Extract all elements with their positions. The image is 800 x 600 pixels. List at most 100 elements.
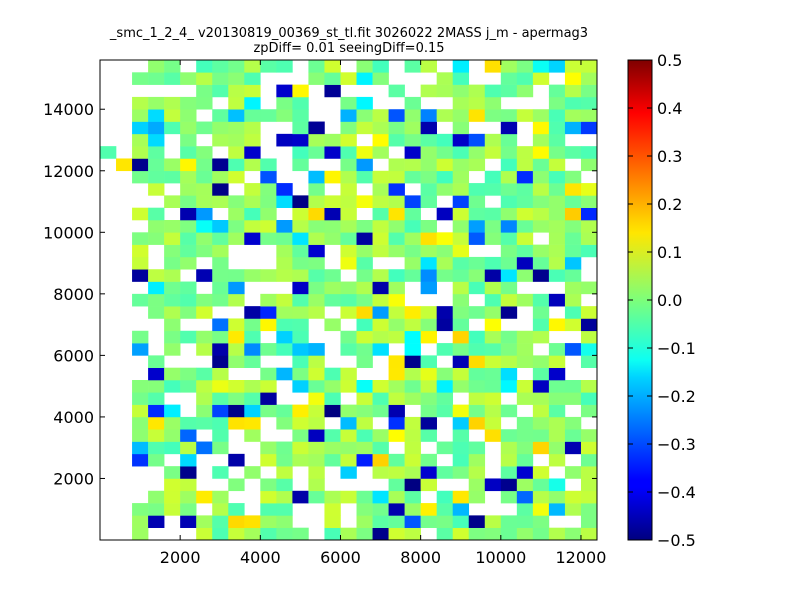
heatmap-cell <box>244 133 261 147</box>
heatmap-cell <box>212 429 229 442</box>
heatmap-cell <box>340 404 357 418</box>
heatmap-cell <box>580 490 598 504</box>
heatmap-cell <box>420 232 437 245</box>
heatmap-cell <box>212 133 229 147</box>
heatmap-cell <box>356 293 373 307</box>
heatmap-cell <box>196 84 213 98</box>
heatmap-cell <box>564 72 582 85</box>
heatmap-cell <box>404 343 421 356</box>
heatmap-cell <box>228 232 245 245</box>
heatmap-cell <box>436 466 454 479</box>
heatmap-cell <box>308 244 325 258</box>
heatmap-cell <box>196 441 213 455</box>
heatmap-cell <box>196 183 213 196</box>
heatmap-cell <box>132 158 149 172</box>
heatmap-cell <box>468 158 486 172</box>
heatmap-cell <box>196 146 213 159</box>
heatmap-cell <box>148 133 165 147</box>
heatmap-cell <box>212 343 229 356</box>
heatmap-cell <box>212 72 229 85</box>
heatmap-cell <box>308 60 325 73</box>
heatmap-cell <box>276 60 293 73</box>
heatmap-cell <box>436 380 454 393</box>
heatmap-cell <box>420 515 437 528</box>
heatmap-cell <box>260 195 277 208</box>
heatmap-cell <box>276 256 293 270</box>
heatmap-cell <box>292 109 309 122</box>
heatmap-cell <box>228 207 245 221</box>
heatmap-cell <box>276 503 293 516</box>
heatmap-cell <box>420 158 437 172</box>
heatmap-cell <box>244 232 261 245</box>
heatmap-cell <box>372 343 389 356</box>
heatmap-cell <box>292 244 309 258</box>
heatmap-cell <box>148 207 165 221</box>
heatmap-cell <box>548 158 566 172</box>
heatmap-cell <box>452 355 470 368</box>
heatmap-cell <box>228 527 245 541</box>
heatmap-cell <box>404 195 421 208</box>
heatmap-cell <box>196 170 213 184</box>
heatmap-cell <box>324 195 341 208</box>
heatmap-cell <box>356 72 373 85</box>
heatmap-cell <box>548 490 566 504</box>
heatmap-cell <box>212 367 229 381</box>
heatmap-cell <box>196 380 213 393</box>
heatmap-cell <box>324 490 341 504</box>
heatmap-cell <box>356 490 373 504</box>
heatmap-cell <box>404 146 421 159</box>
heatmap-cell <box>244 416 261 430</box>
heatmap-cell <box>292 380 309 393</box>
heatmap-cell <box>372 195 389 208</box>
heatmap-cell <box>532 318 550 332</box>
heatmap-cell <box>324 503 341 516</box>
heatmap-cell <box>308 256 325 270</box>
colorbar-tick-label: 0.5 <box>657 51 682 70</box>
heatmap-cell <box>404 503 421 516</box>
heatmap-cell <box>420 84 437 98</box>
heatmap-cell <box>388 183 405 196</box>
heatmap-cell <box>308 466 325 479</box>
heatmap-cell <box>452 60 470 73</box>
heatmap-cell <box>356 441 373 455</box>
heatmap-cell <box>484 293 502 307</box>
heatmap-cell <box>180 306 197 319</box>
heatmap-cell <box>548 404 566 418</box>
heatmap-cell <box>516 232 534 245</box>
heatmap-cell <box>580 121 598 135</box>
heatmap-cell <box>372 318 389 332</box>
heatmap-cell <box>324 60 341 73</box>
heatmap-cell <box>452 306 470 319</box>
heatmap-cell <box>452 343 470 356</box>
heatmap-cell <box>564 109 582 122</box>
colorbar-tick-label: 0.2 <box>657 195 682 214</box>
heatmap-cell <box>468 343 486 356</box>
heatmap-cell <box>388 195 405 208</box>
heatmap-cell <box>580 60 598 73</box>
heatmap-cell <box>420 256 437 270</box>
heatmap-cell <box>564 96 582 110</box>
colorbar-tick-label: 0.1 <box>657 243 682 262</box>
heatmap-cell <box>324 232 341 245</box>
heatmap-cell <box>132 293 149 307</box>
heatmap-cell <box>244 527 261 541</box>
heatmap-cell <box>452 380 470 393</box>
heatmap-cell <box>244 380 261 393</box>
heatmap-cells <box>100 60 598 541</box>
x-tick-label: 8000 <box>400 548 441 567</box>
heatmap-cell <box>132 503 149 516</box>
heatmap-cell <box>580 146 598 159</box>
heatmap-cell <box>516 220 534 233</box>
heatmap-cell <box>580 466 598 479</box>
heatmap-cell <box>276 232 293 245</box>
heatmap-cell <box>132 330 149 344</box>
heatmap-cell <box>324 133 341 147</box>
heatmap-cell <box>356 121 373 135</box>
heatmap-cell <box>308 183 325 196</box>
heatmap-cell <box>228 146 245 159</box>
heatmap-cell <box>228 404 245 418</box>
heatmap-cell <box>580 306 598 319</box>
heatmap-cell <box>132 109 149 122</box>
heatmap-cell <box>148 306 165 319</box>
heatmap-cell <box>340 96 357 110</box>
